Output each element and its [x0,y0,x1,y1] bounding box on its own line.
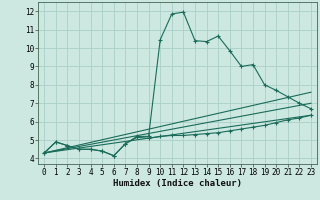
X-axis label: Humidex (Indice chaleur): Humidex (Indice chaleur) [113,179,242,188]
